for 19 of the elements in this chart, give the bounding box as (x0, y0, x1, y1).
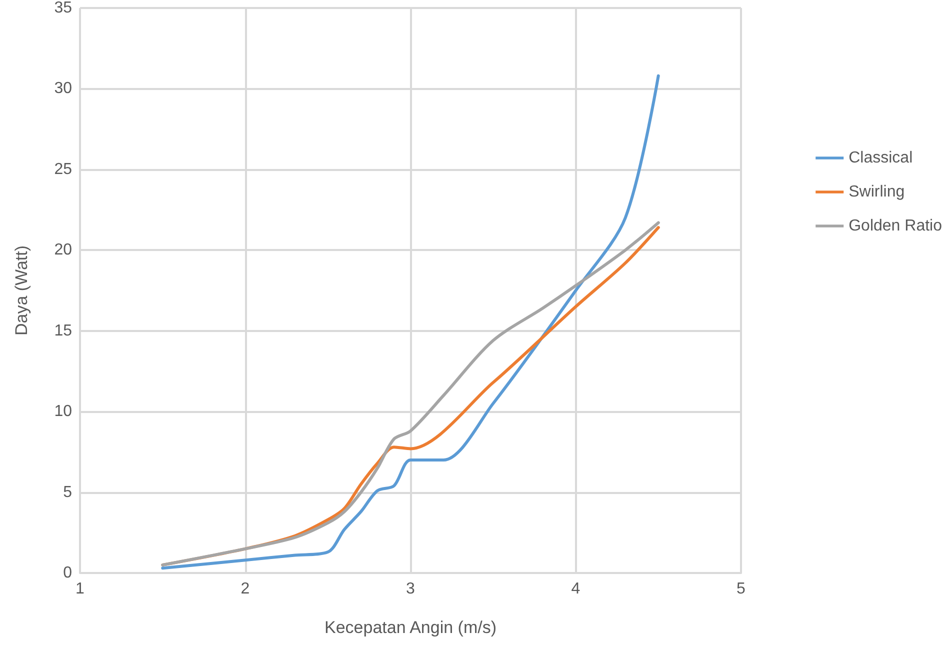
y-tick-label: 15 (54, 322, 72, 340)
legend-label: Swirling (848, 184, 905, 200)
y-tick-label: 30 (54, 80, 72, 98)
x-axis-title: Kecepatan Angin (m/s) (324, 618, 496, 637)
y-tick-label: 35 (54, 0, 72, 16)
x-tick-label: 5 (736, 580, 746, 598)
y-tick-label: 10 (54, 403, 72, 420)
x-tick-label: 1 (76, 580, 85, 598)
x-tick-label: 2 (240, 580, 250, 598)
line-series (161, 74, 660, 570)
y-tick-label: 20 (54, 242, 72, 259)
y-tick-label: 0 (63, 564, 72, 582)
y-axis-title: Daya (Watt) (12, 245, 31, 336)
y-tick-label: 5 (63, 484, 72, 501)
legend-label: Classical (848, 150, 913, 166)
x-tick-label: 3 (406, 580, 416, 598)
legend-label: Golden Ratio (848, 218, 942, 234)
y-tick-label: 25 (54, 160, 72, 178)
x-tick-label: 4 (571, 580, 580, 598)
